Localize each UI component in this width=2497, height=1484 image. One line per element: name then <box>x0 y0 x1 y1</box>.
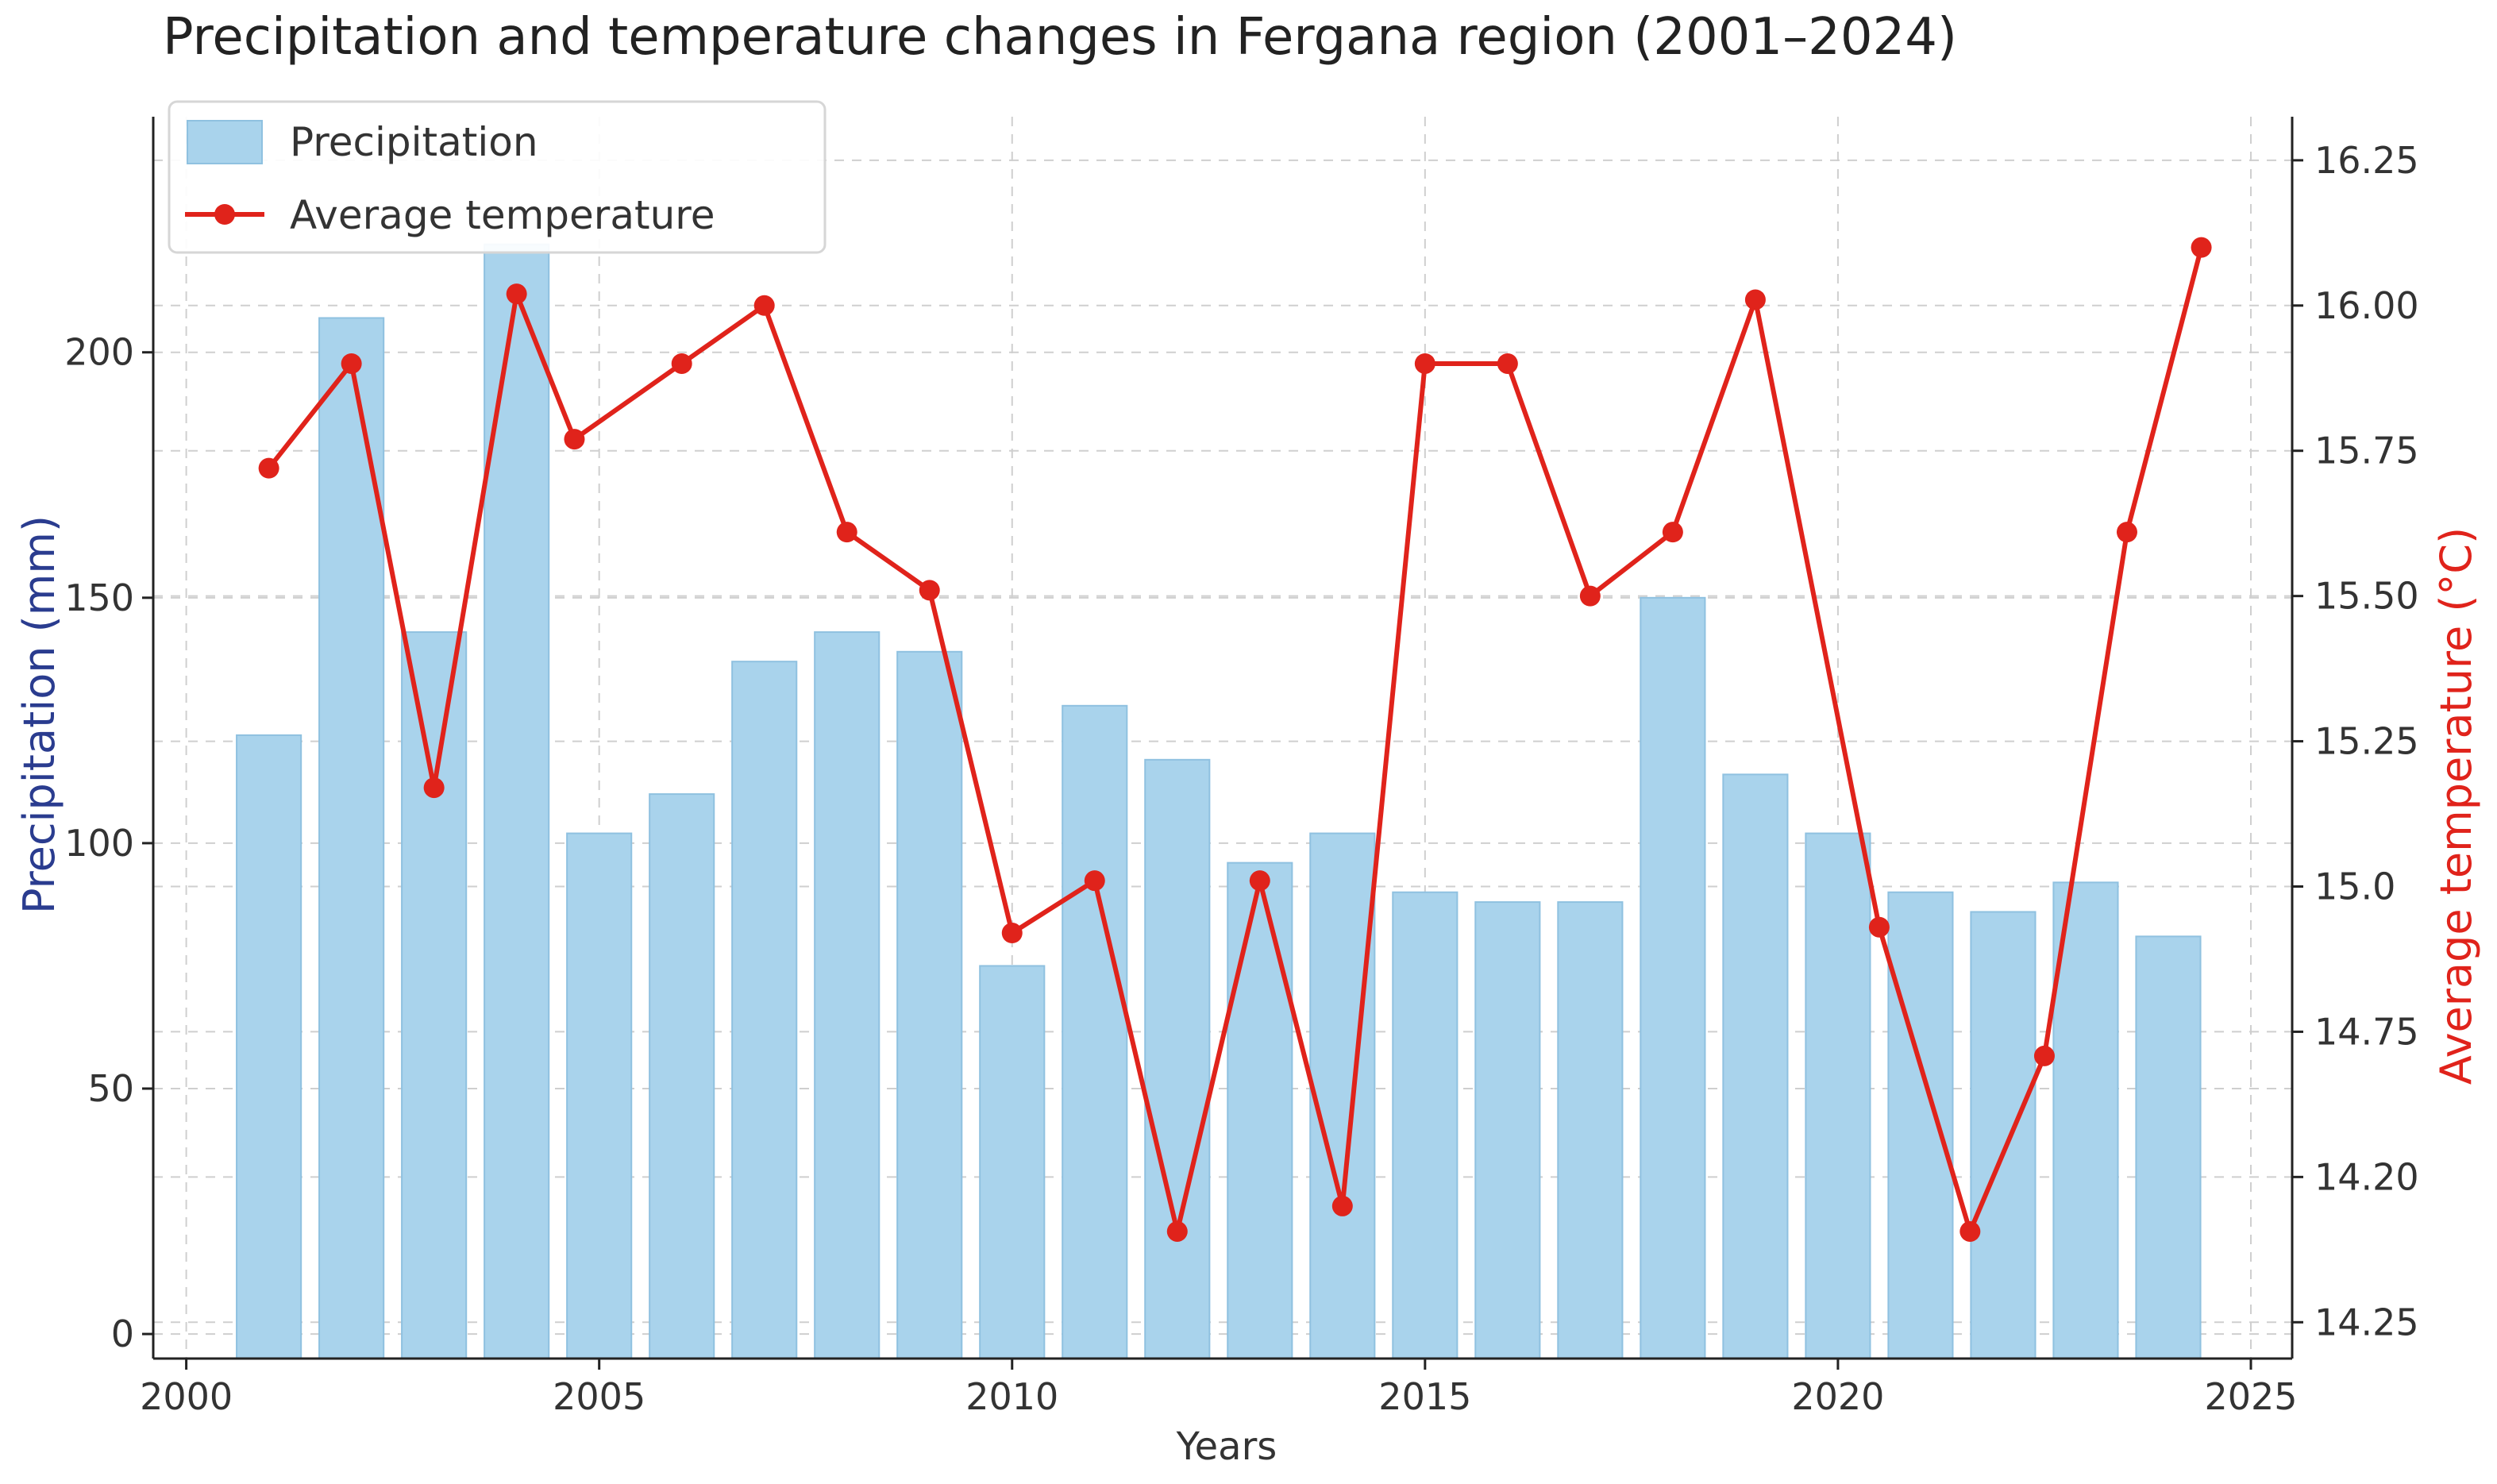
y-right-tick-label: 15.0 <box>2314 865 2395 908</box>
legend-bar-swatch <box>187 120 263 164</box>
temperature-point <box>1331 1195 1353 1216</box>
temperature-polyline <box>267 246 2204 1234</box>
y-right-tick-label: 16.00 <box>2314 284 2419 327</box>
precipitation-bar <box>1227 861 1293 1359</box>
x-axis-ticks: 2000 2005 2010 2015 2020 2025 <box>140 1359 2298 1418</box>
legend-label-average-temperature: Average temperature <box>290 192 715 238</box>
precipitation-bar <box>814 631 881 1359</box>
x-tick-label: 2015 <box>1378 1375 1471 1418</box>
precipitation-bar <box>1144 758 1211 1359</box>
precipitation-bar <box>484 243 550 1359</box>
precipitation-bar <box>318 317 385 1359</box>
precipitation-bar <box>731 661 798 1359</box>
y-left-tick-label: 50 <box>87 1067 134 1110</box>
x-tick-label: 2020 <box>1791 1375 1884 1418</box>
precipitation-bar <box>649 793 715 1359</box>
temperature-point <box>1662 522 1683 543</box>
legend-label-precipitation: Precipitation <box>290 119 538 165</box>
temperature-point <box>423 777 445 799</box>
temperature-point <box>671 353 692 374</box>
temperature-point <box>1166 1220 1188 1242</box>
temperature-point <box>1959 1220 1981 1242</box>
precipitation-bar <box>1474 901 1541 1360</box>
precipitation-bar <box>401 631 468 1359</box>
y-right-tick-label: 15.75 <box>2314 430 2419 472</box>
temperature-line <box>258 237 2212 1242</box>
y-right-tick-label: 15.50 <box>2314 575 2419 618</box>
precipitation-bar <box>2135 935 2202 1359</box>
plot-spines <box>152 117 2294 1360</box>
precipitation-bar <box>979 965 1046 1360</box>
y-left-tick-label: 100 <box>64 822 134 865</box>
temperature-point <box>1744 289 1766 310</box>
precipitation-bar <box>1970 911 2037 1360</box>
legend-line-marker <box>214 204 235 225</box>
temperature-point <box>2191 237 2212 258</box>
y-left-tick-label: 0 <box>111 1312 134 1355</box>
x-tick-label: 2010 <box>965 1375 1058 1418</box>
temperature-point <box>258 457 279 479</box>
y-left-tick-label: 150 <box>64 576 134 619</box>
right-axis-label: Average temperature (°C) <box>2431 527 2481 1085</box>
y-right-tick-label: 14.20 <box>2314 1155 2419 1198</box>
precipitation-bar <box>1309 832 1376 1359</box>
temperature-point <box>919 580 940 601</box>
temperature-point <box>753 295 775 316</box>
precipitation-bar <box>566 832 633 1359</box>
x-axis-label: Years <box>1176 1424 1277 1469</box>
precipitation-bar <box>1722 773 1789 1359</box>
precipitation-bar <box>1557 901 1624 1360</box>
precipitation-bar <box>236 734 302 1359</box>
x-tick-label: 2005 <box>553 1375 645 1418</box>
precipitation-bar <box>1062 704 1128 1359</box>
precipitation-bars <box>236 243 2202 1360</box>
temperature-point <box>2116 522 2137 543</box>
legend: Precipitation Average temperature <box>168 100 827 254</box>
precipitation-bar <box>1887 891 1954 1359</box>
temperature-point <box>1084 870 1105 892</box>
temperature-point <box>1579 585 1601 607</box>
temperature-point <box>1001 923 1023 944</box>
y-right-tick-label: 15.25 <box>2314 720 2419 763</box>
y-left-tick-label: 200 <box>64 331 134 374</box>
temperature-point <box>1249 870 1270 892</box>
chart-title: Precipitation and temperature changes in… <box>163 8 1957 67</box>
x-tick-label: 2000 <box>140 1375 233 1418</box>
precipitation-bar <box>2052 881 2119 1359</box>
temperature-point <box>506 283 527 305</box>
left-axis-label: Precipitation (mm) <box>14 515 64 914</box>
y-right-tick-label: 14.25 <box>2314 1301 2419 1343</box>
precipitation-bar <box>896 650 963 1359</box>
precipitation-bar <box>1392 891 1459 1359</box>
left-axis-ticks: 0 50 100 150 200 <box>64 331 153 1355</box>
temperature-point <box>2033 1045 2055 1066</box>
temperature-point <box>1414 353 1435 374</box>
precipitation-bar <box>1805 832 1871 1359</box>
temperature-point <box>564 429 585 450</box>
temperature-point <box>341 353 362 374</box>
x-tick-label: 2025 <box>2204 1375 2297 1418</box>
temperature-point <box>836 522 857 543</box>
temperature-point <box>1868 916 1890 938</box>
precipitation-bar <box>1640 596 1706 1359</box>
temperature-point <box>1497 353 1518 374</box>
legend-box <box>168 100 827 254</box>
y-right-tick-label: 14.75 <box>2314 1010 2419 1053</box>
right-axis-ticks: 16.25 16.00 15.75 15.50 15.25 15.0 14.75 14.20 1… <box>2292 139 2419 1343</box>
y-right-tick-label: 16.25 <box>2314 139 2419 182</box>
